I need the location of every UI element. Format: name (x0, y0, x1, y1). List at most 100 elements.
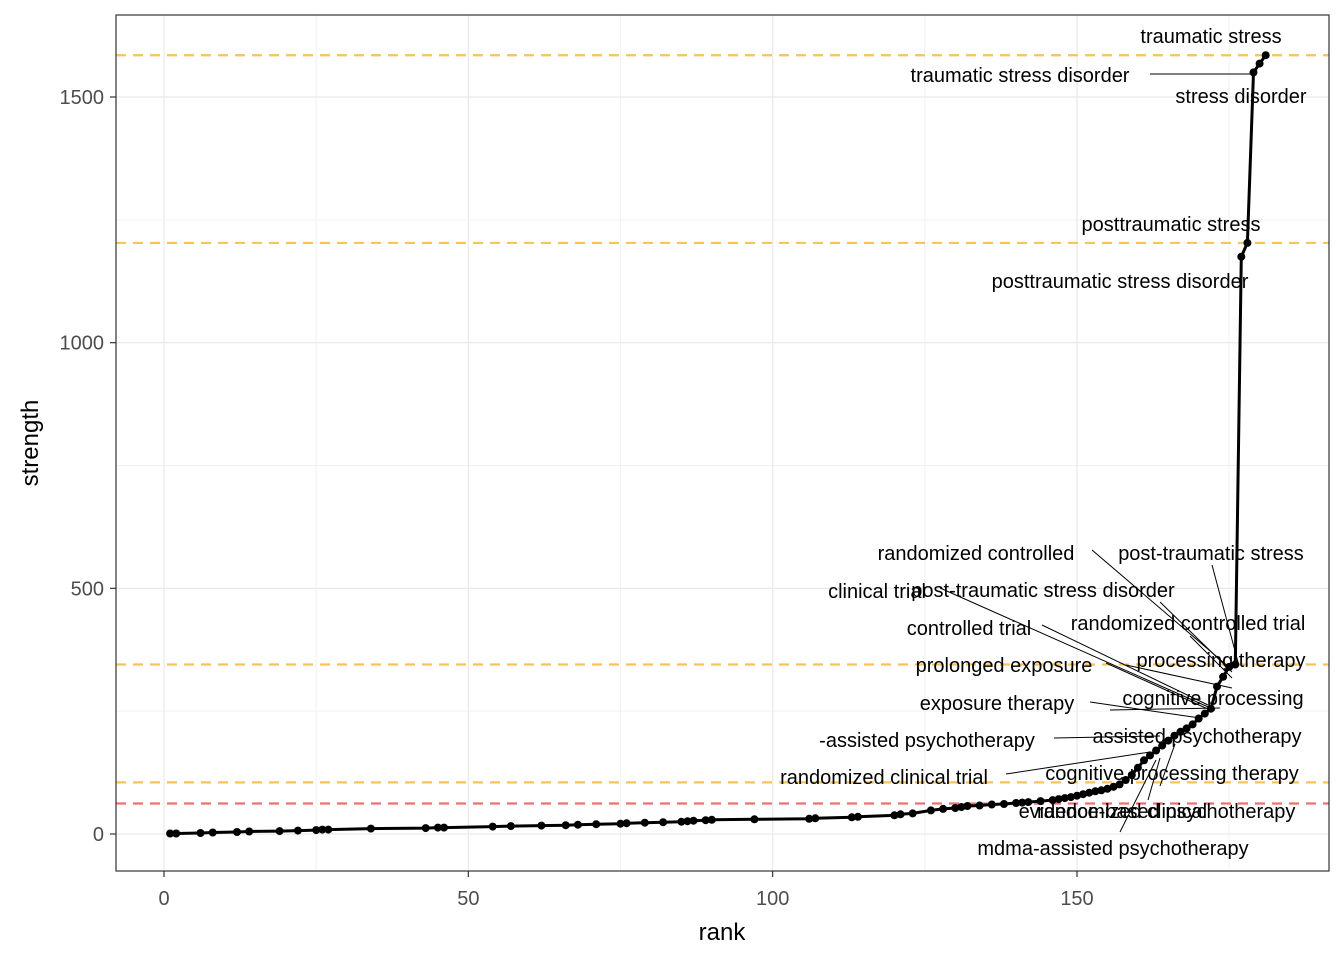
data-point (1237, 252, 1246, 261)
data-point (506, 822, 515, 831)
annotation-label: posttraumatic stress (1082, 214, 1261, 236)
data-point (1140, 756, 1148, 765)
data-point (853, 812, 862, 821)
annotation-label: mdma-assisted psychotherapy (977, 838, 1248, 860)
grid-lines (116, 15, 1329, 871)
data-point (987, 800, 996, 809)
data-point (1109, 782, 1118, 791)
data-point (1170, 731, 1179, 740)
y-axis-title: strength (17, 400, 44, 487)
annotation-leader (1189, 635, 1233, 679)
y-tick-label: 500 (71, 578, 104, 600)
data-point (847, 813, 856, 822)
annotation-leader (1105, 662, 1211, 711)
data-point (1048, 796, 1057, 805)
data-point (293, 826, 302, 835)
data-point (1066, 793, 1075, 802)
data-point (537, 821, 546, 830)
x-tick-label: 150 (1060, 888, 1093, 910)
data-point (366, 824, 375, 833)
x-tick-label: 100 (756, 888, 789, 910)
data-point (908, 809, 917, 818)
annotation-leader (1159, 601, 1233, 673)
y-tick-label: 0 (93, 824, 104, 846)
data-point (616, 819, 625, 828)
data-point (1146, 751, 1154, 760)
data-point (622, 819, 631, 828)
annotation-label: stress disorder (1175, 86, 1306, 108)
data-point (488, 822, 497, 831)
data-point (1000, 800, 1008, 808)
data-point (659, 818, 668, 827)
data-point (1188, 720, 1197, 729)
annotations: traumatic stress traumatic stress disorde… (780, 26, 1307, 860)
data-point (1079, 790, 1088, 799)
data-point (750, 815, 759, 824)
data-point (166, 829, 175, 838)
annotation-leader (939, 587, 1216, 711)
data-point (1012, 799, 1021, 807)
data-point (1133, 763, 1142, 772)
annotation-label: traumatic stress (1140, 26, 1281, 48)
data-point (318, 825, 327, 834)
data-point (1054, 795, 1063, 804)
data-point (707, 815, 716, 824)
annotation-label: traumatic stress disorder (911, 65, 1130, 87)
data-point (312, 826, 321, 835)
annotation-label: controlled trial (907, 618, 1032, 640)
data-point (683, 817, 692, 826)
annotation-label: randomized clinical trial (780, 767, 988, 789)
data-point (324, 825, 333, 834)
data-point (1243, 238, 1252, 247)
annotation-label: randomized controlled (878, 543, 1075, 565)
annotation-leader (1109, 707, 1221, 711)
data-point (890, 811, 899, 820)
data-point (1097, 786, 1106, 795)
data-point (1024, 798, 1033, 807)
data-point (957, 803, 966, 811)
data-point (1036, 797, 1045, 806)
data-point (421, 824, 430, 833)
data-point (811, 814, 820, 823)
data-point (1127, 771, 1136, 779)
data-point (1182, 724, 1191, 733)
annotation-leader (1159, 743, 1176, 787)
data-series (166, 51, 1270, 838)
annotation-label: exposure therapy (920, 693, 1075, 715)
data-point (1176, 727, 1185, 736)
y-tick-label: 1000 (60, 333, 105, 355)
x-axis-title: rank (699, 919, 747, 946)
data-point (1060, 794, 1069, 803)
annotation-label: posttraumatic stress disorder (992, 271, 1249, 293)
plot-panel (116, 15, 1329, 871)
data-point (1194, 714, 1203, 723)
annotation-label: prolonged exposure (916, 655, 1093, 677)
data-point (1255, 59, 1264, 68)
data-point (433, 823, 442, 832)
data-point (1164, 736, 1173, 745)
data-point (1261, 51, 1270, 60)
data-point (1115, 780, 1124, 789)
data-point (1219, 672, 1228, 681)
data-point (689, 816, 698, 825)
annotation-leader (1089, 701, 1201, 719)
annotation-label: cognitive processing (1122, 688, 1303, 710)
annotation-label: randomized controlled trial (1071, 613, 1306, 635)
annotation-leader (1119, 759, 1157, 833)
x-tick-label: 50 (457, 888, 479, 910)
data-point (592, 820, 601, 829)
annotation-label: processing therapy (1137, 650, 1306, 672)
data-point (896, 810, 905, 819)
x-axis: 0 50 100 150 (158, 871, 1094, 910)
annotation-label: clinical trial (828, 581, 926, 603)
data-point (1231, 660, 1240, 669)
annotation-label: -assisted psychotherapy (819, 730, 1035, 752)
y-axis: 0 500 1000 1500 (60, 87, 116, 846)
annotation-leader (1005, 751, 1151, 775)
data-point (1249, 68, 1258, 77)
data-point (926, 806, 935, 815)
y-tick-label: 1500 (60, 87, 105, 109)
data-point (963, 802, 972, 810)
data-point (1091, 787, 1100, 796)
